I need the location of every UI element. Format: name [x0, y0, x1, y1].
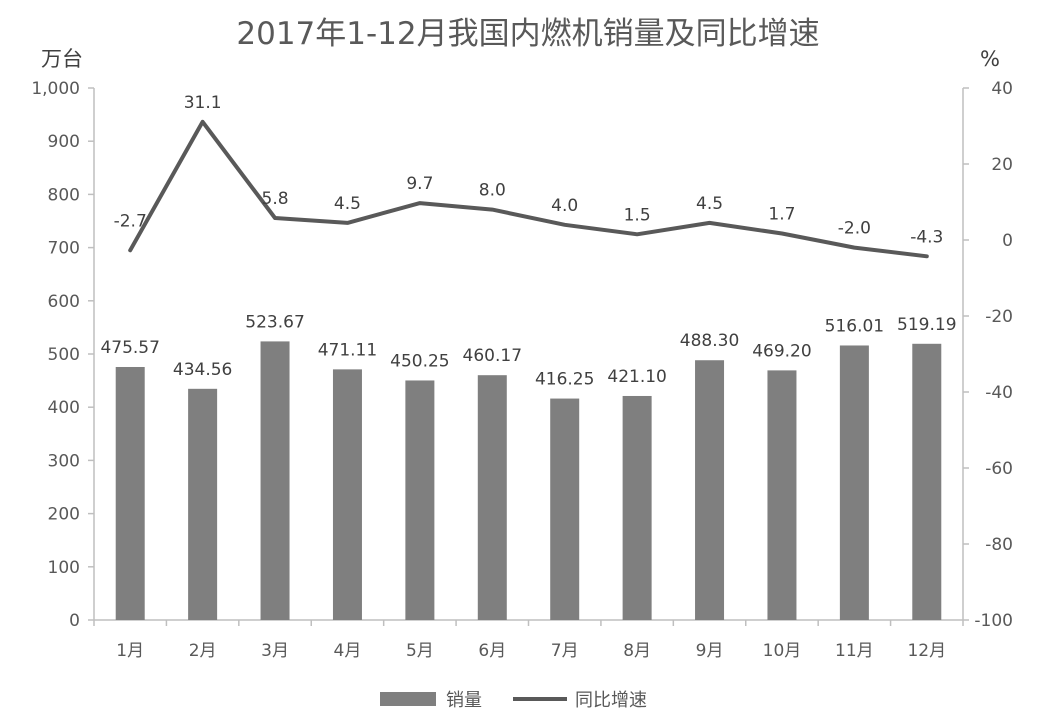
bar — [405, 380, 435, 620]
axes — [93, 88, 964, 621]
growth-line-point — [490, 208, 494, 212]
x-tick-label: 3月 — [261, 641, 289, 661]
left-tick-label: 200 — [48, 505, 80, 525]
bar-value-label: 471.11 — [318, 340, 377, 360]
bar — [188, 388, 218, 620]
left-axis-ticks: 0 100 200 300 400 500 600 700 800 900 1,000 — [31, 79, 94, 631]
x-tick-label: 12月 — [907, 641, 946, 661]
bar-value-label: 434.56 — [173, 360, 232, 380]
bar — [839, 345, 869, 620]
right-tick-label: 0 — [1002, 231, 1013, 251]
line-value-label: 9.7 — [406, 174, 433, 194]
line-value-label: 5.8 — [262, 189, 289, 209]
line-value-label: 4.5 — [334, 194, 361, 214]
bar — [622, 395, 652, 620]
right-tick-label: -100 — [974, 611, 1013, 631]
line-value-label: 8.0 — [479, 181, 506, 201]
growth-line-point — [418, 201, 422, 205]
legend: 销量 同比增速 — [380, 690, 647, 711]
growth-line-point — [201, 120, 205, 124]
x-tick-label: 4月 — [334, 641, 362, 661]
left-tick-label: 700 — [48, 239, 80, 259]
growth-line-point — [345, 221, 349, 225]
growth-line-point — [780, 232, 784, 236]
bar-data-labels: 475.57 434.56 523.67 471.11 450.25 460.17 416.… — [100, 312, 956, 389]
x-tick-label: 1月 — [116, 641, 144, 661]
line-data-labels: -2.7 31.1 5.8 4.5 9.7 8.0 4.0 1.5 4.5 1.7 -2.0 -4.3 — [114, 93, 944, 248]
bar-value-label: 475.57 — [100, 338, 159, 358]
x-tick-label: 8月 — [623, 641, 651, 661]
bar — [912, 343, 942, 620]
x-tick-label: 11月 — [835, 641, 874, 661]
x-tick-label: 9月 — [696, 641, 724, 661]
line-value-label: -4.3 — [910, 227, 943, 247]
line-value-label: -2.0 — [838, 219, 871, 239]
right-tick-label: -60 — [985, 459, 1013, 479]
bar-value-label: 469.20 — [752, 341, 811, 361]
right-tick-label: 40 — [991, 79, 1013, 99]
line-series — [128, 119, 929, 259]
right-tick-label: -80 — [985, 535, 1013, 555]
bar — [477, 375, 507, 620]
growth-line-point — [708, 221, 712, 225]
right-axis-unit: % — [980, 47, 1000, 71]
chart-title: 2017年1-12月我国内燃机销量及同比增速 — [236, 16, 819, 52]
bar-value-label: 523.67 — [245, 312, 304, 332]
left-tick-label: 800 — [48, 185, 80, 205]
left-tick-label: 100 — [48, 558, 80, 578]
line-value-label: 1.7 — [768, 205, 795, 225]
bar — [550, 398, 580, 620]
bar-value-label: 488.30 — [680, 331, 739, 351]
bar-value-label: 421.10 — [607, 367, 666, 387]
left-tick-label: 500 — [48, 345, 80, 365]
bar-series — [115, 341, 942, 620]
growth-line — [128, 119, 929, 259]
bar — [332, 369, 362, 620]
left-tick-label: 900 — [48, 132, 80, 152]
right-tick-label: 20 — [991, 155, 1013, 175]
bar — [695, 360, 725, 620]
left-tick-label: 300 — [48, 451, 80, 471]
legend-bar-swatch — [380, 692, 436, 706]
right-axis-ticks: -100 -80 -60 -40 -20 0 20 40 — [963, 79, 1013, 631]
x-tick-label: 2月 — [189, 641, 217, 661]
bar-value-label: 519.19 — [897, 315, 956, 335]
line-value-label: 31.1 — [184, 93, 222, 113]
x-tick-label: 10月 — [763, 641, 802, 661]
bar — [767, 370, 797, 620]
bar-value-label: 516.01 — [825, 316, 884, 336]
legend-bar-label: 销量 — [446, 690, 482, 711]
growth-line-point — [925, 254, 929, 258]
x-tick-label: 5月 — [406, 641, 434, 661]
growth-line-point — [635, 232, 639, 236]
line-value-label: 1.5 — [624, 205, 651, 225]
growth-line-point — [563, 223, 567, 227]
bar — [260, 341, 290, 620]
left-axis-unit: 万台 — [41, 47, 83, 71]
line-value-label: 4.0 — [551, 196, 578, 216]
right-tick-label: -40 — [985, 383, 1013, 403]
line-value-label: 4.5 — [696, 194, 723, 214]
right-tick-label: -20 — [985, 307, 1013, 327]
x-tick-label: 6月 — [478, 641, 506, 661]
growth-line-point — [273, 216, 277, 220]
bar-value-label: 460.17 — [463, 346, 522, 366]
bar-value-label: 416.25 — [535, 370, 594, 390]
growth-line-point — [128, 248, 132, 252]
left-tick-label: 0 — [69, 611, 80, 631]
line-value-label: -2.7 — [114, 211, 147, 231]
bar-value-label: 450.25 — [390, 351, 449, 371]
legend-line-label: 同比增速 — [575, 690, 647, 711]
left-tick-label: 600 — [48, 292, 80, 312]
x-axis-ticks: 1月 2月 3月 4月 5月 6月 7月 8月 9月 10月 11月 12月 — [93, 620, 964, 661]
bar — [115, 366, 145, 620]
growth-line-point — [852, 246, 856, 250]
left-tick-label: 400 — [48, 398, 80, 418]
left-tick-label: 1,000 — [31, 79, 80, 99]
x-tick-label: 7月 — [551, 641, 579, 661]
